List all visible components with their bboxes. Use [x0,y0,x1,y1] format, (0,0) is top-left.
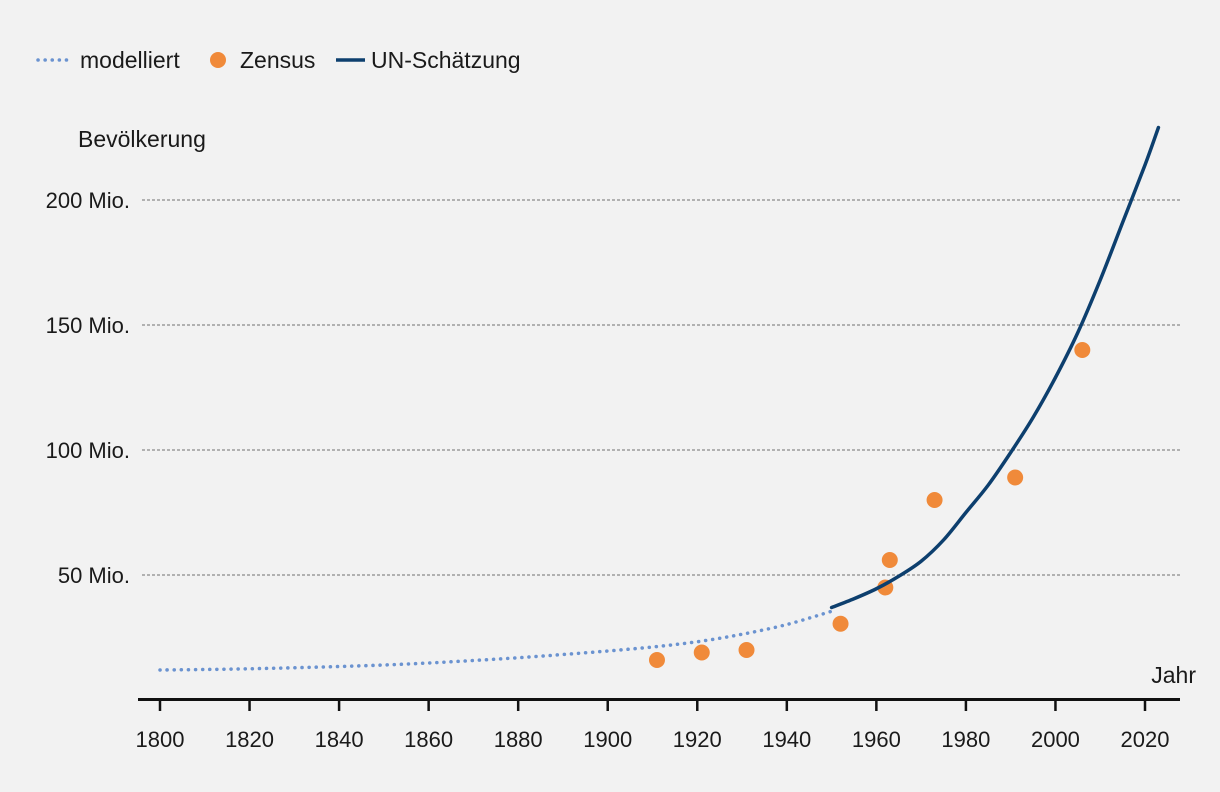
legend: modelliert Zensus UN-Schätzung [36,47,521,73]
point-zensus-1931 [738,642,755,658]
point-zensus-1952 [832,615,849,632]
x-tick-label-1960: 1960 [852,727,901,752]
x-tick-label-1940: 1940 [762,727,811,752]
x-tick-label-1900: 1900 [583,727,632,752]
x-tick-label-1980: 1980 [941,727,990,752]
point-zensus-1991 [1007,469,1024,486]
legend-label-zensus: Zensus [240,47,315,73]
legend-swatch-zensus [210,52,226,68]
x-tick-label-2020: 2020 [1121,727,1170,752]
x-tick-label-1860: 1860 [404,727,453,752]
point-zensus-1973 [926,492,943,508]
x-tick-label-1920: 1920 [673,727,722,752]
y-tick-label-200: 200 Mio. [46,188,130,213]
legend-label-un-schaetzung: UN-Schätzung [371,47,521,73]
y-axis-label: Bevölkerung [78,126,206,152]
gridlines [142,199,1180,576]
series-line-modelliert [158,609,834,672]
legend-label-modelliert: modelliert [80,47,180,73]
x-axis-label: Jahr [1151,662,1196,688]
x-tick-label-1880: 1880 [494,727,543,752]
point-zensus-1921 [693,644,710,661]
y-tick-label-100: 100 Mio. [46,438,130,463]
x-tick-label-2000: 2000 [1031,727,1080,752]
x-ticks: 1800 1820 1840 1860 1880 1900 1920 1940 1960 1980… [136,700,1170,752]
x-tick-label-1820: 1820 [225,727,274,752]
series-layer [158,125,1161,672]
y-tick-label-150: 150 Mio. [46,313,130,338]
y-tick-label-50: 50 Mio. [58,563,130,588]
point-zensus-1963 [881,552,898,568]
series-line-un-schaetzung [829,125,1161,610]
point-zensus-2006 [1074,342,1091,358]
point-zensus-1911 [648,652,665,668]
x-tick-label-1840: 1840 [315,727,364,752]
y-tick-labels: 50 Mio. 100 Mio. 150 Mio. 200 Mio. [46,188,130,588]
x-tick-label-1800: 1800 [136,727,185,752]
